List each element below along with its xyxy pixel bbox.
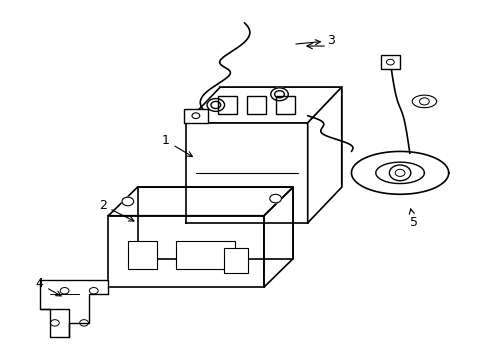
Text: 1: 1 <box>162 134 192 157</box>
Polygon shape <box>40 280 108 337</box>
Polygon shape <box>264 187 292 287</box>
Polygon shape <box>186 123 307 223</box>
Text: 3: 3 <box>295 34 334 47</box>
Polygon shape <box>108 187 292 216</box>
Bar <box>246 96 265 114</box>
Circle shape <box>269 194 281 203</box>
Bar <box>183 109 207 123</box>
Bar <box>380 55 399 69</box>
Polygon shape <box>351 152 448 194</box>
Circle shape <box>388 165 410 181</box>
Bar <box>217 96 237 114</box>
Text: 2: 2 <box>99 199 134 221</box>
Bar <box>224 248 248 273</box>
Polygon shape <box>137 187 292 258</box>
Polygon shape <box>307 87 341 223</box>
Bar <box>275 96 295 114</box>
Polygon shape <box>411 95 436 108</box>
Polygon shape <box>186 87 341 123</box>
Bar <box>127 241 157 269</box>
Text: 5: 5 <box>408 209 417 229</box>
Circle shape <box>206 99 224 111</box>
Circle shape <box>122 197 133 206</box>
Circle shape <box>270 88 287 101</box>
Text: 4: 4 <box>35 277 61 296</box>
Polygon shape <box>108 216 264 287</box>
Polygon shape <box>220 87 341 187</box>
Bar <box>176 241 234 269</box>
